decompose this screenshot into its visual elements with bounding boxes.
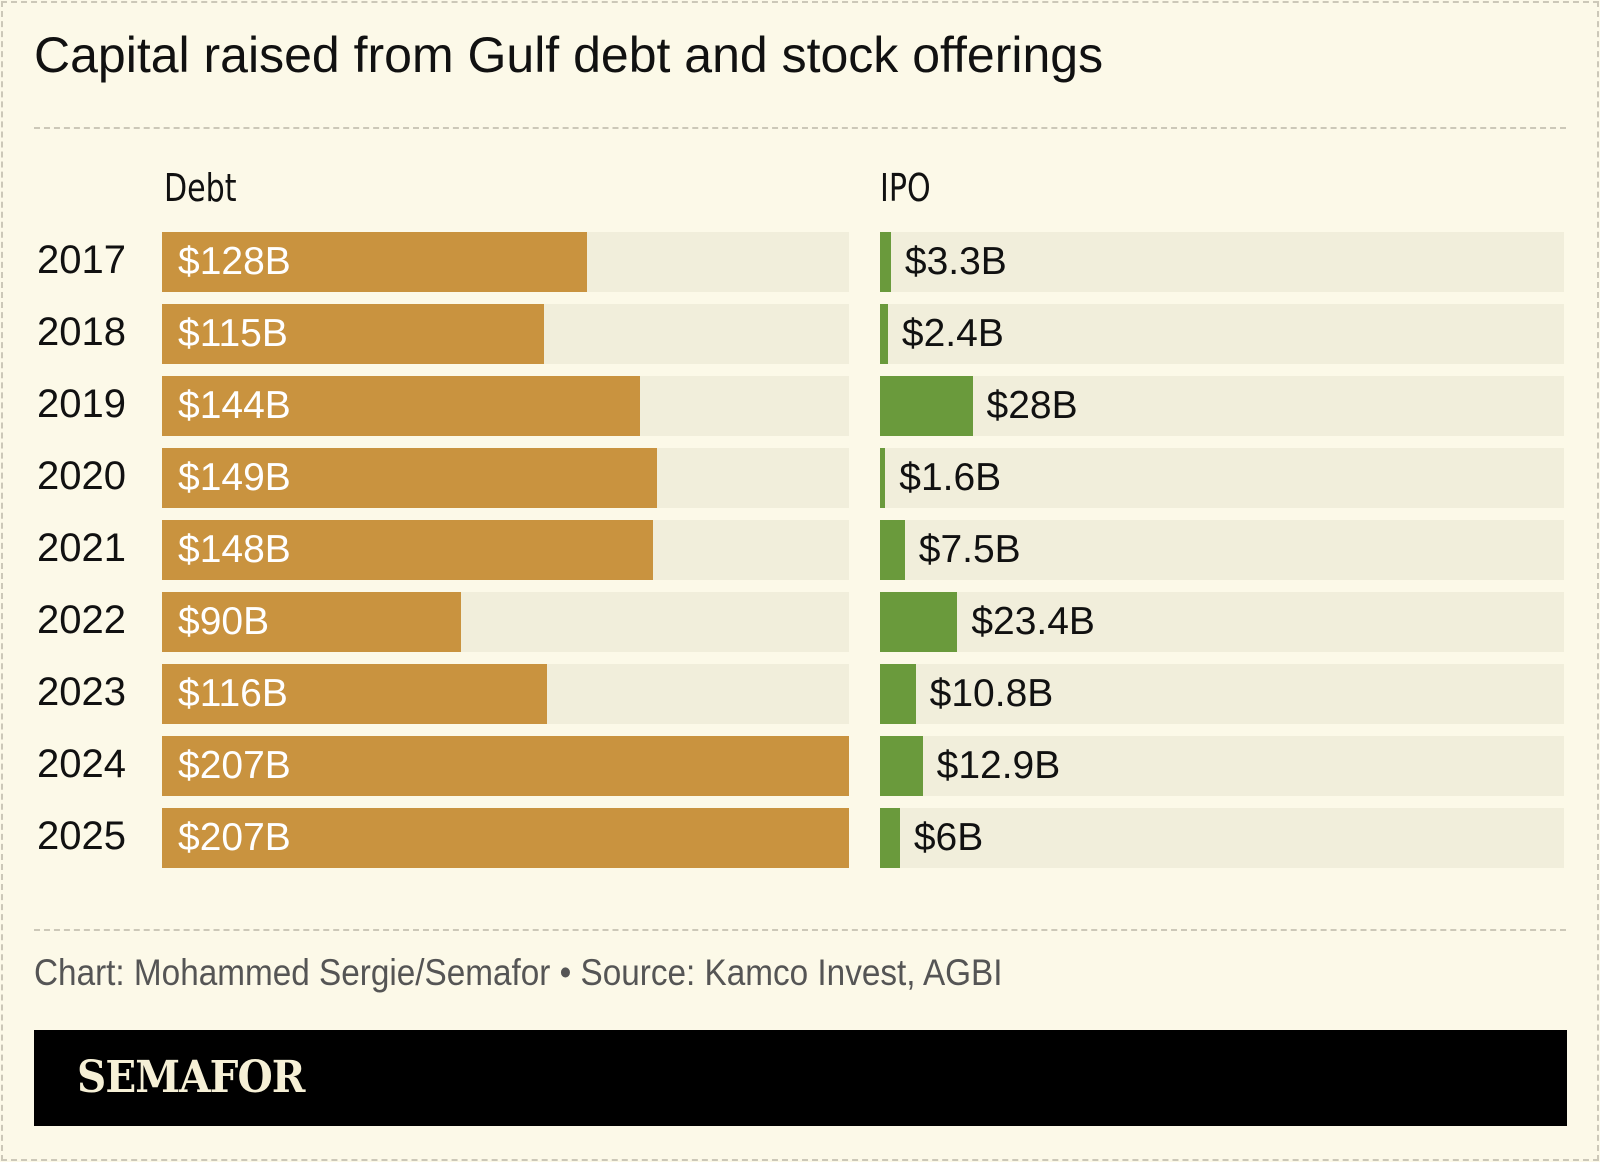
ipo-track: $28B xyxy=(880,376,1564,436)
row-2017: 2017 $128B $3.3B xyxy=(0,232,1600,292)
debt-value-label: $115B xyxy=(178,312,288,355)
row-2018: 2018 $115B $2.4B xyxy=(0,304,1600,364)
ipo-track: $6B xyxy=(880,808,1564,868)
ipo-bar xyxy=(880,808,900,868)
debt-bar xyxy=(162,736,849,796)
debt-value-label: $148B xyxy=(178,528,291,571)
ipo-value-label: $2.4B xyxy=(901,312,1004,355)
year-label: 2017 xyxy=(37,238,126,282)
divider xyxy=(34,127,1566,129)
ipo-track: $3.3B xyxy=(880,232,1564,292)
debt-track: $128B xyxy=(162,232,849,292)
ipo-value-label: $23.4B xyxy=(971,600,1095,643)
debt-track: $116B xyxy=(162,664,849,724)
debt-bar xyxy=(162,304,544,364)
row-2024: 2024 $207B $12.9B xyxy=(0,736,1600,796)
debt-value-label: $207B xyxy=(178,816,291,859)
debt-bar xyxy=(162,808,849,868)
row-2021: 2021 $148B $7.5B xyxy=(0,520,1600,580)
ipo-column-header: IPO xyxy=(880,166,931,210)
debt-track: $115B xyxy=(162,304,849,364)
year-label: 2021 xyxy=(37,526,126,570)
debt-bar xyxy=(162,592,461,652)
ipo-bar xyxy=(880,304,888,364)
debt-bar xyxy=(162,664,547,724)
ipo-bar xyxy=(880,448,886,508)
year-label: 2018 xyxy=(37,310,126,354)
ipo-track: $10.8B xyxy=(880,664,1564,724)
debt-value-label: $144B xyxy=(178,384,291,427)
debt-value-label: $149B xyxy=(178,456,291,499)
row-2020: 2020 $149B $1.6B xyxy=(0,448,1600,508)
row-2025: 2025 $207B $6B xyxy=(0,808,1600,868)
ipo-bar xyxy=(880,736,923,796)
brand-bar: SEMAFOR xyxy=(34,1030,1567,1126)
debt-track: $149B xyxy=(162,448,849,508)
semafor-logo: SEMAFOR xyxy=(77,1052,305,1103)
debt-track: $90B xyxy=(162,592,849,652)
ipo-value-label: $10.8B xyxy=(929,672,1054,715)
ipo-value-label: $3.3B xyxy=(904,240,1007,283)
row-2023: 2023 $116B $10.8B xyxy=(0,664,1600,724)
ipo-value-label: $1.6B xyxy=(899,456,1002,499)
debt-value-label: $207B xyxy=(178,744,291,787)
ipo-track: $2.4B xyxy=(880,304,1564,364)
year-label: 2019 xyxy=(37,382,126,426)
debt-track: $207B xyxy=(162,808,849,868)
debt-column-header: Debt xyxy=(164,166,237,210)
ipo-bar xyxy=(880,664,916,724)
debt-track: $144B xyxy=(162,376,849,436)
year-label: 2024 xyxy=(37,742,126,786)
ipo-bar xyxy=(880,520,905,580)
ipo-bar xyxy=(880,376,973,436)
ipo-value-label: $6B xyxy=(913,816,984,859)
year-label: 2022 xyxy=(37,598,126,642)
divider xyxy=(34,929,1566,931)
debt-track: $207B xyxy=(162,736,849,796)
row-2019: 2019 $144B $28B xyxy=(0,376,1600,436)
ipo-value-label: $7.5B xyxy=(918,528,1021,571)
chart-title: Capital raised from Gulf debt and stock … xyxy=(34,27,1104,83)
debt-bar xyxy=(162,520,654,580)
ipo-bar xyxy=(880,592,958,652)
debt-value-label: $128B xyxy=(178,240,291,283)
debt-bar xyxy=(162,232,587,292)
debt-value-label: $90B xyxy=(178,600,270,643)
debt-bar xyxy=(162,448,657,508)
ipo-bar xyxy=(880,232,891,292)
ipo-track: $12.9B xyxy=(880,736,1564,796)
year-label: 2023 xyxy=(37,670,126,714)
year-label: 2020 xyxy=(37,454,126,498)
ipo-track: $23.4B xyxy=(880,592,1564,652)
ipo-value-label: $12.9B xyxy=(936,744,1061,787)
debt-value-label: $116B xyxy=(178,672,288,715)
year-label: 2025 xyxy=(37,814,126,858)
debt-track: $148B xyxy=(162,520,849,580)
row-2022: 2022 $90B $23.4B xyxy=(0,592,1600,652)
debt-bar xyxy=(162,376,640,436)
ipo-track: $7.5B xyxy=(880,520,1564,580)
credit-line: Chart: Mohammed Sergie/Semafor • Source:… xyxy=(34,952,1003,993)
ipo-value-label: $28B xyxy=(986,384,1078,427)
ipo-track: $1.6B xyxy=(880,448,1564,508)
